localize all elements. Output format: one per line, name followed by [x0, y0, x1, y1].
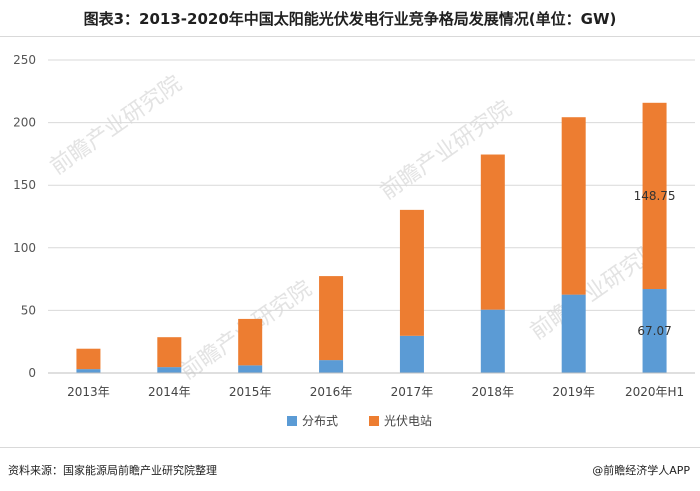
- x-tick-label: 2016年: [310, 385, 353, 399]
- data-label: 148.75: [634, 189, 676, 203]
- y-tick-label: 250: [13, 53, 36, 67]
- y-tick-label: 50: [21, 303, 36, 317]
- bar-distributed: [642, 289, 667, 373]
- chart-title: 图表3：2013-2020年中国太阳能光伏发电行业竞争格局发展情况(单位：GW): [83, 10, 617, 28]
- bar-power-plant: [76, 348, 101, 370]
- bar-power-plant: [480, 154, 505, 310]
- y-tick-label: 200: [13, 116, 36, 130]
- y-tick-label: 100: [13, 241, 36, 255]
- legend-label-power-plant: 光伏电站: [384, 414, 432, 428]
- bar-distributed: [480, 309, 505, 373]
- x-tick-label: 2020年H1: [625, 385, 684, 399]
- brand-credit: @前瞻经济学人APP: [592, 464, 690, 477]
- data-label: 67.07: [637, 324, 671, 338]
- stacked-bar-chart: 前瞻产业研究院前瞻产业研究院前瞻产业研究院前瞻产业研究院050100150200…: [13, 53, 695, 428]
- bar-power-plant: [238, 318, 263, 366]
- bar-distributed: [76, 369, 101, 373]
- legend-swatch-power-plant: [369, 416, 379, 426]
- bar-power-plant: [642, 102, 667, 290]
- y-tick-label: 0: [28, 366, 36, 380]
- legend-swatch-distributed: [287, 416, 297, 426]
- legend-label-distributed: 分布式: [302, 414, 338, 428]
- x-tick-label: 2013年: [67, 385, 110, 399]
- bar-power-plant: [157, 337, 182, 368]
- x-tick-label: 2014年: [148, 385, 191, 399]
- bar-distributed: [238, 365, 263, 373]
- bar-power-plant: [561, 117, 586, 295]
- bar-power-plant: [319, 276, 344, 361]
- source-note: 资料来源：国家能源局前瞻产业研究院整理: [8, 464, 217, 477]
- x-tick-label: 2019年: [552, 385, 595, 399]
- x-tick-label: 2018年: [472, 385, 515, 399]
- bar-distributed: [157, 367, 182, 373]
- bar-distributed: [561, 294, 586, 373]
- y-tick-label: 150: [13, 178, 36, 192]
- bar-distributed: [319, 360, 344, 373]
- x-tick-label: 2015年: [229, 385, 272, 399]
- chart-frame: [0, 36, 700, 448]
- bar-distributed: [399, 335, 424, 373]
- x-tick-label: 2017年: [391, 385, 434, 399]
- watermark-text: 前瞻产业研究院: [46, 71, 187, 180]
- bar-power-plant: [399, 209, 424, 336]
